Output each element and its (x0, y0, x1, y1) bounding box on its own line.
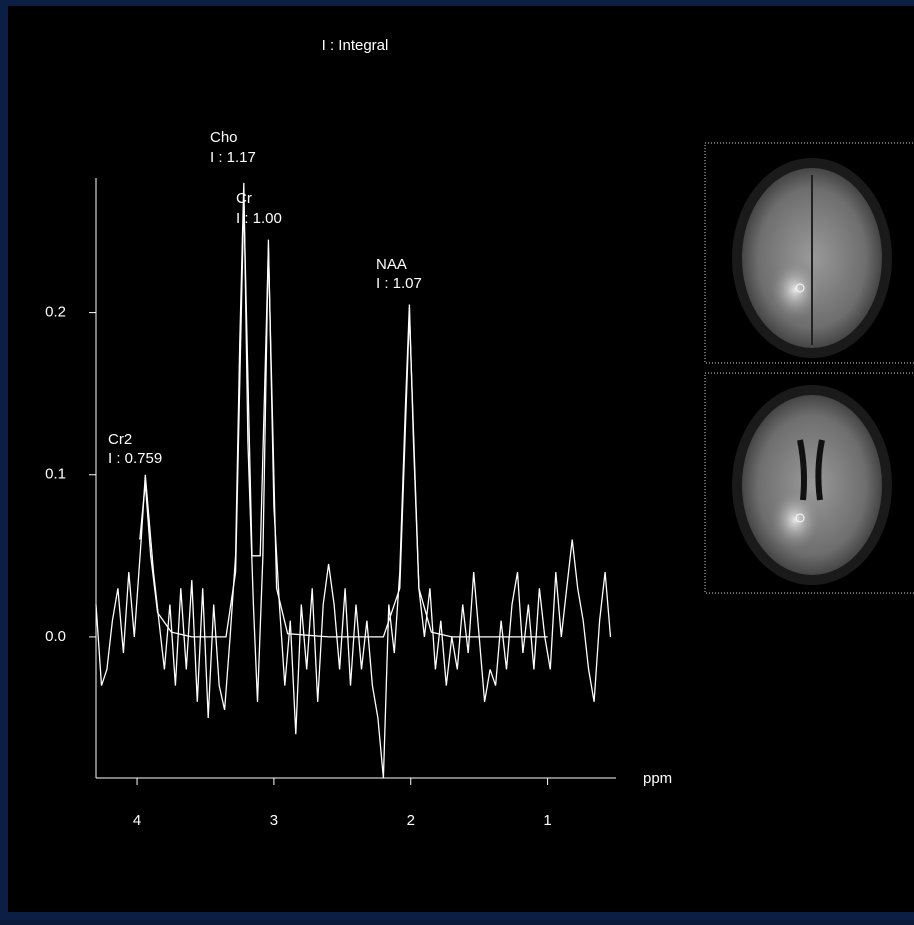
peak-label: Cho (210, 129, 238, 146)
peak-label: I : 1.17 (210, 149, 256, 166)
mri-panel-bottom (704, 372, 914, 594)
lesion (770, 260, 820, 320)
x-tick-label: 3 (270, 812, 278, 829)
voxel (795, 513, 805, 523)
spectrum-line (95, 182, 612, 779)
peak-label: Cr2 (108, 431, 132, 448)
x-tick-label: 2 (407, 812, 415, 829)
x-tick-label: 4 (133, 812, 141, 829)
brain (742, 395, 882, 575)
y-tick-label: 0.0 (45, 628, 66, 645)
x-axis-label: ppm (643, 770, 672, 787)
lesion (770, 490, 820, 550)
x-tick-label: 1 (543, 812, 551, 829)
y-tick-label: 0.1 (45, 466, 66, 483)
voxel (795, 283, 805, 293)
y-tick-label: 0.2 (45, 304, 66, 321)
peak-label: I : 1.00 (236, 210, 282, 227)
peak-label: I : 1.07 (376, 275, 422, 292)
spectrum-line (139, 199, 548, 638)
peak-label: NAA (376, 256, 407, 273)
peak-label: I : 0.759 (108, 450, 162, 467)
chart-title: I : Integral (322, 37, 389, 54)
mri-panel-top (704, 142, 914, 364)
peak-label: Cr (236, 190, 252, 207)
ventricles (797, 439, 825, 501)
